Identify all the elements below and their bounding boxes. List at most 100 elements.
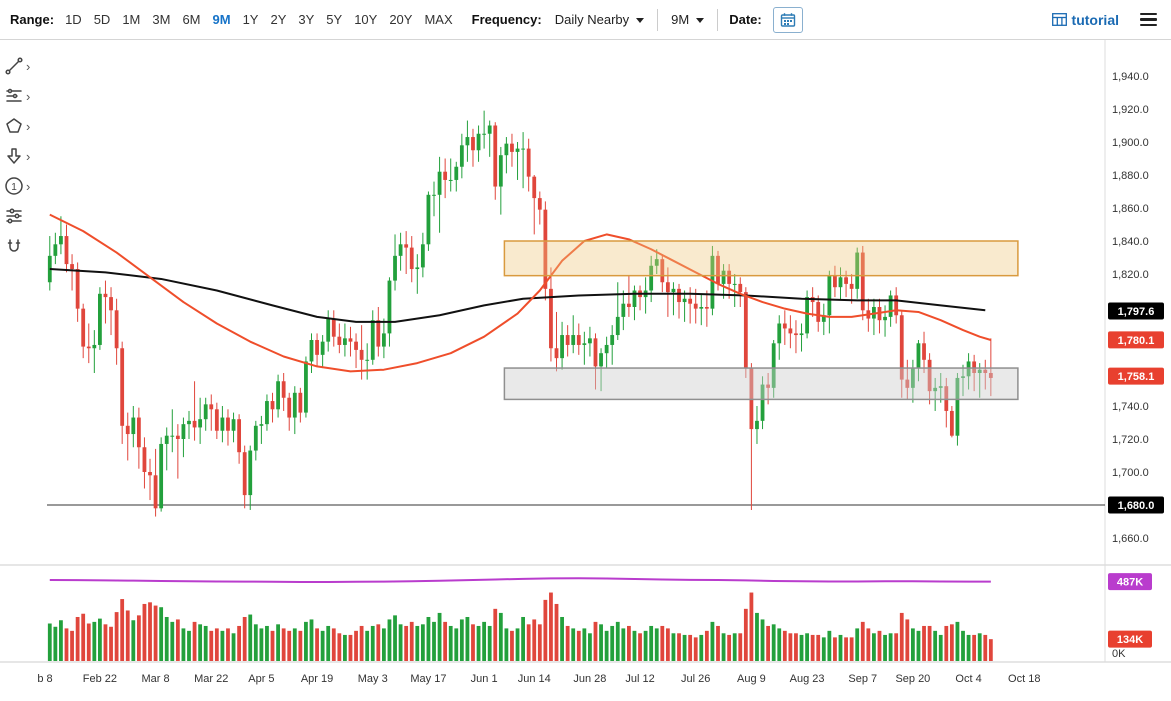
drawn-zones — [503, 240, 1019, 401]
divider — [717, 8, 719, 31]
svg-text:Mar 8: Mar 8 — [142, 673, 170, 685]
svg-text:1,920.0: 1,920.0 — [1112, 104, 1149, 116]
tutorial-label: tutorial — [1071, 11, 1119, 28]
menu-button[interactable] — [1136, 9, 1161, 31]
frequency-label: Frequency: — [471, 12, 542, 27]
polygon-icon — [6, 118, 22, 133]
frequency-dropdown[interactable]: Daily Nearby — [553, 10, 646, 29]
range-option-5d[interactable]: 5D — [93, 12, 111, 27]
svg-text:b 8: b 8 — [37, 673, 52, 685]
number-annotation-tool[interactable]: 1 › — [0, 174, 46, 198]
range-option-6m[interactable]: 6M — [182, 12, 201, 27]
chevron-down-icon — [636, 18, 645, 23]
hamburger-menu-icon — [1140, 12, 1157, 16]
price-axis: 1,940.0 1,920.0 1,900.0 1,880.0 1,860.0 1,840… — [1112, 71, 1149, 545]
svg-text:0K: 0K — [1112, 648, 1126, 660]
chevron-right-icon: › — [26, 58, 31, 74]
svg-text:1,797.6: 1,797.6 — [1118, 306, 1155, 318]
svg-text:Jun 1: Jun 1 — [471, 673, 498, 685]
range-option-max[interactable]: MAX — [424, 12, 453, 27]
svg-text:1,880.0: 1,880.0 — [1112, 170, 1149, 182]
fib-levels-tool[interactable]: › — [0, 84, 46, 108]
chevron-right-icon: › — [26, 88, 31, 104]
frequency-value: Daily Nearby — [554, 12, 630, 27]
svg-text:May 17: May 17 — [410, 673, 446, 685]
range-option-1y[interactable]: 1Y — [242, 12, 259, 27]
svg-text:1: 1 — [11, 182, 17, 193]
svg-text:Jul 26: Jul 26 — [681, 673, 710, 685]
range-label: Range: — [10, 12, 55, 27]
volume-bars — [47, 592, 993, 661]
svg-text:Mar 22: Mar 22 — [194, 673, 228, 685]
open-interest-line — [49, 577, 991, 583]
svg-text:May 3: May 3 — [358, 673, 388, 685]
moving-averages — [49, 213, 992, 373]
chevron-down-icon — [696, 18, 705, 23]
svg-text:Sep 20: Sep 20 — [895, 673, 930, 685]
svg-text:Jul 12: Jul 12 — [625, 673, 654, 685]
svg-text:Jun 28: Jun 28 — [573, 673, 606, 685]
polygon-tool[interactable]: › — [0, 114, 46, 138]
trend-line-icon — [5, 57, 23, 75]
svg-text:1,720.0: 1,720.0 — [1112, 434, 1149, 446]
svg-text:Apr 5: Apr 5 — [248, 673, 274, 685]
chevron-right-icon: › — [26, 148, 31, 164]
range-option-9m[interactable]: 9M — [212, 12, 231, 27]
table-grid-icon — [1051, 13, 1067, 26]
range-option-10y[interactable]: 10Y — [354, 12, 378, 27]
range-option-2y[interactable]: 2Y — [270, 12, 287, 27]
svg-text:1,780.1: 1,780.1 — [1118, 335, 1155, 347]
circled-one-icon: 1 — [5, 177, 23, 195]
svg-text:Feb 22: Feb 22 — [83, 673, 117, 685]
chart-frame — [0, 40, 1171, 663]
svg-text:Oct 4: Oct 4 — [955, 673, 981, 685]
calendar-icon — [780, 12, 795, 27]
svg-text:1,758.1: 1,758.1 — [1118, 371, 1155, 383]
svg-text:Oct 18: Oct 18 — [1008, 673, 1040, 685]
arrow-annotation-tool[interactable]: › — [0, 144, 46, 168]
fib-levels-icon — [6, 88, 22, 102]
svg-text:Aug 9: Aug 9 — [737, 673, 766, 685]
magnet-icon — [7, 239, 21, 252]
date-label: Date: — [729, 12, 762, 27]
svg-text:1,700.0: 1,700.0 — [1112, 467, 1149, 479]
trend-line-tool[interactable]: › — [0, 54, 46, 78]
volume-axis: 487K 134K 0K — [1108, 573, 1152, 660]
range-option-5y[interactable]: 5Y — [326, 12, 343, 27]
magnet-snap-tool[interactable] — [0, 234, 46, 258]
period-dropdown[interactable]: 9M — [669, 10, 706, 29]
divider — [657, 8, 659, 31]
price-badges: 1,797.6 1,780.1 1,758.1 1,680.0 — [1108, 302, 1164, 514]
svg-text:1,660.0: 1,660.0 — [1112, 533, 1149, 545]
svg-text:1,820.0: 1,820.0 — [1112, 269, 1149, 281]
resistance-zone — [503, 240, 1019, 277]
range-option-1d[interactable]: 1D — [65, 12, 82, 27]
svg-text:487K: 487K — [1117, 577, 1143, 589]
svg-text:1,740.0: 1,740.0 — [1112, 401, 1149, 413]
price-chart[interactable]: 1,940.0 1,920.0 1,900.0 1,880.0 1,860.0 1,840… — [0, 40, 1171, 701]
chevron-right-icon: › — [26, 178, 31, 194]
range-option-3y[interactable]: 3Y — [298, 12, 315, 27]
top-toolbar: Range: 1D 5D 1M 3M 6M 9M 1Y 2Y 3Y 5Y 10Y 20Y MAX Fre… — [0, 0, 1171, 40]
range-option-1m[interactable]: 1M — [122, 12, 141, 27]
svg-text:1,900.0: 1,900.0 — [1112, 137, 1149, 149]
tutorial-link[interactable]: tutorial — [1051, 11, 1119, 28]
svg-text:Aug 23: Aug 23 — [790, 673, 825, 685]
range-option-3m[interactable]: 3M — [152, 12, 171, 27]
chart-area: › › › › 1 › — [0, 40, 1171, 701]
svg-text:1,940.0: 1,940.0 — [1112, 71, 1149, 83]
range-option-20y[interactable]: 20Y — [389, 12, 413, 27]
down-arrow-icon — [7, 148, 21, 164]
range-selector: 1D 5D 1M 3M 6M 9M 1Y 2Y 3Y 5Y 10Y 20Y MAX — [65, 12, 453, 27]
svg-text:1,680.0: 1,680.0 — [1118, 500, 1155, 512]
support-zone — [503, 367, 1019, 401]
svg-text:Sep 7: Sep 7 — [848, 673, 877, 685]
svg-text:134K: 134K — [1117, 634, 1143, 646]
date-picker-button[interactable] — [772, 6, 803, 33]
chevron-right-icon: › — [26, 118, 31, 134]
drawing-toolbar: › › › › 1 › — [0, 54, 46, 258]
indicator-settings-tool[interactable] — [0, 204, 46, 228]
svg-text:1,840.0: 1,840.0 — [1112, 236, 1149, 248]
svg-text:1,860.0: 1,860.0 — [1112, 203, 1149, 215]
svg-text:Apr 19: Apr 19 — [301, 673, 333, 685]
